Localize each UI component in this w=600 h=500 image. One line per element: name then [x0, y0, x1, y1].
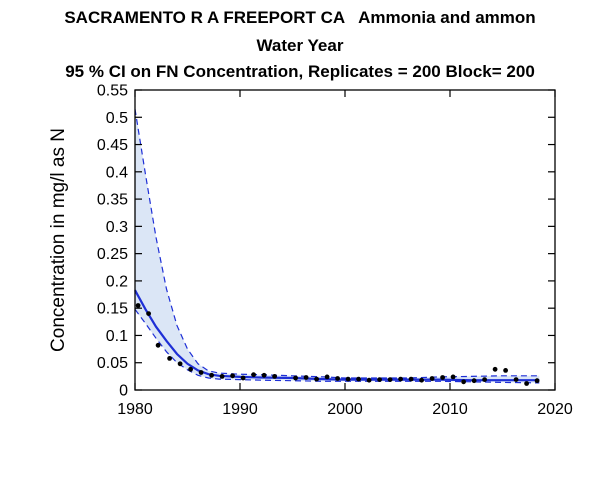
data-point	[324, 374, 330, 380]
y-tick-label: 0.55	[97, 83, 128, 100]
y-tick-label: 0.1	[106, 328, 128, 345]
data-point	[513, 377, 519, 382]
data-point	[155, 342, 161, 348]
ci-upper-line	[134, 109, 540, 379]
data-point	[146, 311, 152, 316]
data-point	[419, 377, 424, 383]
x-tick-label: 2010	[432, 401, 468, 418]
chart-title-line-2: Water Year	[256, 36, 344, 55]
observation-points	[135, 303, 540, 386]
data-point	[272, 374, 277, 379]
data-point	[366, 377, 372, 383]
data-point	[492, 366, 498, 372]
plot-frame	[134, 89, 556, 391]
data-point	[219, 374, 225, 379]
axis-ticks: 1980 1990 2000 2010 2020 0 0.05 0.1 0.15 0.2 0.25 0…	[97, 83, 573, 419]
y-tick-label: 0.2	[106, 273, 128, 290]
data-point	[461, 379, 466, 385]
ci-lower-line	[134, 308, 540, 384]
y-tick-label: 0	[119, 383, 128, 400]
data-point	[450, 374, 456, 380]
y-tick-label: 0.3	[106, 219, 128, 236]
data-point	[429, 376, 435, 381]
data-point	[440, 375, 445, 380]
x-tick-label: 1980	[117, 401, 153, 418]
data-point	[345, 376, 351, 382]
data-point	[198, 370, 204, 375]
data-point	[209, 372, 215, 378]
confidence-band	[135, 109, 540, 383]
data-point	[230, 373, 236, 379]
data-point	[188, 366, 194, 372]
y-tick-label: 0.4	[106, 164, 128, 181]
confidence-band-fill	[135, 109, 540, 383]
data-point	[408, 376, 414, 382]
trend-line	[134, 289, 540, 382]
data-point	[471, 378, 477, 384]
data-point	[240, 375, 246, 381]
data-point	[251, 372, 256, 378]
data-point	[303, 375, 309, 380]
data-point	[503, 368, 508, 373]
data-point	[335, 376, 340, 381]
data-point	[534, 378, 540, 384]
x-tick-label: 1990	[222, 401, 258, 418]
confidence-bounds	[134, 109, 540, 384]
y-tick-label: 0.25	[97, 246, 128, 263]
chart-title-line-1: SACRAMENTO R A FREEPORT CA Ammonia and a…	[64, 8, 536, 27]
data-point	[177, 361, 183, 367]
data-point	[167, 356, 173, 361]
data-point	[261, 372, 267, 378]
data-point	[314, 376, 319, 382]
y-axis-label: Concentration in mg/l as N	[48, 128, 69, 352]
x-tick-label: 2000	[327, 401, 363, 418]
data-point	[387, 377, 393, 382]
data-point	[356, 376, 361, 382]
data-point	[482, 377, 487, 382]
y-tick-label: 0.15	[97, 301, 128, 318]
y-tick-label: 0.45	[97, 137, 128, 154]
data-point	[524, 381, 529, 386]
y-tick-label: 0.5	[106, 110, 128, 127]
chart-title-line-3: 95 % CI on FN Concentration, Replicates …	[65, 62, 535, 81]
data-point	[135, 303, 141, 308]
data-point	[398, 376, 403, 382]
data-point	[293, 375, 298, 381]
y-tick-label: 0.35	[97, 192, 128, 209]
x-tick-label: 2020	[537, 401, 573, 418]
trend-line-group	[134, 289, 540, 382]
data-point	[377, 377, 382, 382]
y-tick-label: 0.05	[97, 355, 128, 372]
